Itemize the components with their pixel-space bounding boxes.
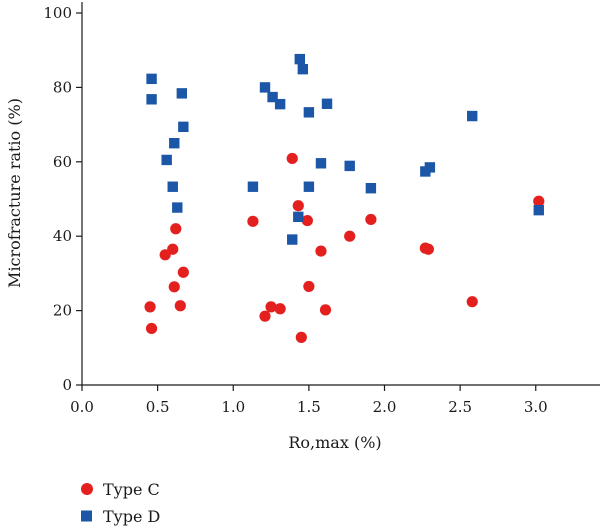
data-points — [144, 53, 545, 343]
type-c-point — [301, 214, 313, 227]
y-tick-label: 40 — [53, 227, 72, 245]
y-tick-label: 80 — [53, 78, 72, 96]
type-c-point — [247, 215, 259, 227]
type-d-point — [247, 181, 259, 192]
x-tick-label: 0.0 — [70, 398, 94, 416]
type-c-point — [533, 195, 545, 207]
x-tick-label: 3.0 — [524, 398, 548, 416]
axes — [81, 2, 600, 386]
legend-label-type-d: Type D — [103, 507, 160, 526]
type-c-point — [344, 230, 356, 242]
type-c-point — [295, 331, 307, 343]
type-c-point — [145, 322, 158, 335]
type-d-point — [274, 98, 286, 110]
type-c-point — [292, 200, 304, 212]
type-d-point — [315, 158, 327, 169]
type-c-point — [274, 303, 286, 315]
type-d-point — [172, 202, 183, 213]
type-c-point — [422, 243, 434, 255]
x-axis-label: Ro,max (%) — [288, 433, 381, 452]
type-c-point — [315, 245, 327, 257]
type-d-point — [365, 183, 377, 194]
type-d-point — [424, 162, 436, 173]
type-c-point — [144, 301, 156, 313]
type-c-point — [303, 280, 315, 293]
legend-item-type-d: Type D — [81, 507, 160, 526]
legend: Type C Type D — [81, 480, 160, 526]
type-d-point — [303, 107, 315, 118]
y-tick-label: 20 — [53, 302, 72, 320]
type-c-point — [170, 223, 182, 235]
y-tick-label: 100 — [43, 4, 72, 22]
type-c-point — [168, 281, 180, 293]
type-c-point — [365, 213, 377, 226]
x-tick-label: 1.5 — [297, 398, 321, 416]
type-c-point — [265, 301, 277, 313]
type-d-point — [287, 234, 298, 245]
type-d-point — [293, 211, 304, 223]
x-ticks: 0.0 0.5 1.0 1.5 2.0 2.5 3.0 — [70, 385, 548, 416]
x-tick-label: 2.5 — [448, 398, 472, 416]
type-c-point — [286, 152, 298, 165]
x-tick-label: 0.5 — [146, 398, 170, 416]
type-c-point — [259, 310, 271, 322]
type-c-point — [177, 266, 189, 278]
legend-marker-type-d — [81, 510, 92, 522]
legend-label-type-c: Type C — [103, 480, 160, 499]
legend-item-type-c: Type C — [81, 480, 160, 499]
type-d-point — [167, 181, 178, 192]
type-c-point — [466, 296, 478, 308]
type-d-point — [161, 154, 172, 166]
x-tick-label: 2.0 — [373, 398, 397, 416]
y-ticks: 0 20 40 60 80 100 — [43, 4, 82, 394]
type-c-point — [174, 300, 186, 312]
type-d-point — [321, 98, 333, 109]
type-d-point — [294, 53, 305, 65]
type-c-point — [167, 243, 179, 255]
type-d-point — [533, 204, 544, 216]
type-d-point — [146, 94, 157, 105]
type-d-point — [344, 160, 355, 172]
type-c-point — [319, 304, 332, 316]
type-d-point — [267, 91, 278, 103]
type-d-point — [467, 110, 478, 122]
type-d-point — [176, 88, 188, 99]
x-tick-label: 1.0 — [221, 398, 245, 416]
legend-marker-type-c — [81, 483, 93, 495]
type-d-point — [297, 63, 309, 75]
y-axis-label: Microfracture ratio (%) — [5, 98, 24, 288]
type-d-point — [259, 82, 271, 93]
type-d-point — [169, 138, 180, 149]
type-d-point — [146, 73, 157, 85]
y-tick-label: 0 — [62, 376, 72, 394]
y-tick-label: 60 — [53, 153, 72, 171]
type-d-point — [178, 121, 189, 133]
type-d-point — [303, 181, 315, 192]
